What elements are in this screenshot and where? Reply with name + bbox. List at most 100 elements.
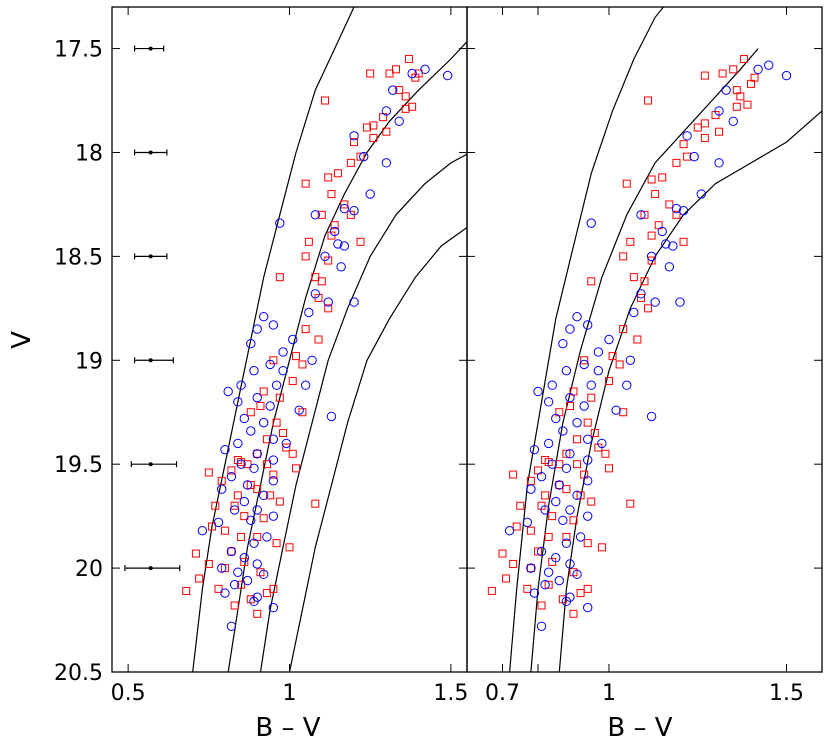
blue-circle-point xyxy=(781,70,792,81)
blue-circle-point xyxy=(226,621,237,631)
red-square-point xyxy=(736,92,745,101)
red-square-point xyxy=(700,71,709,80)
red-square-point xyxy=(230,601,239,610)
red-square-point xyxy=(619,325,628,334)
blue-circle-point xyxy=(551,496,561,507)
blue-circle-point xyxy=(664,262,675,272)
blue-circle-point xyxy=(336,262,346,272)
blue-circle-point xyxy=(407,68,417,79)
blue-circle-point xyxy=(604,334,614,345)
blue-circle-point xyxy=(226,546,237,557)
red-square-point xyxy=(182,586,191,595)
blue-circle-point xyxy=(304,307,314,318)
red-square-point xyxy=(636,293,645,302)
red-square-point xyxy=(356,237,365,246)
left-error-bar-1 xyxy=(133,45,165,52)
blue-circle-point xyxy=(239,496,250,507)
blue-circle-point xyxy=(233,397,243,407)
red-square-point xyxy=(272,418,281,427)
red-square-point xyxy=(366,69,375,78)
red-square-point xyxy=(227,547,236,556)
red-square-point xyxy=(569,609,578,618)
blue-circle-point xyxy=(323,297,333,307)
red-square-point xyxy=(237,580,246,589)
red-square-point xyxy=(256,402,265,410)
red-square-point xyxy=(562,449,571,458)
left-error-bar-4 xyxy=(133,357,174,364)
blue-circle-point xyxy=(529,444,540,455)
blue-circle-point xyxy=(593,365,604,376)
right-isochrone-3 xyxy=(558,110,822,672)
blue-circle-point xyxy=(258,311,269,322)
blue-circle-point xyxy=(504,525,515,536)
red-square-point xyxy=(626,237,635,246)
blue-circle-point xyxy=(636,289,646,299)
left-isochrone-4 xyxy=(288,226,467,672)
left-x-tick-label: 0.5 xyxy=(111,681,146,706)
red-square-point xyxy=(346,158,355,167)
blue-circle-point xyxy=(339,203,350,214)
blue-circle-point xyxy=(242,480,253,490)
blue-circle-point xyxy=(565,324,575,334)
red-square-point xyxy=(414,69,423,78)
red-square-point xyxy=(597,543,606,552)
red-square-point xyxy=(262,460,271,469)
red-square-point xyxy=(651,190,660,199)
blue-circle-point xyxy=(561,463,572,474)
red-square-point xyxy=(330,221,339,230)
blue-circle-point xyxy=(268,602,279,613)
left-error-bar-6 xyxy=(124,565,181,572)
red-square-point xyxy=(266,491,275,500)
blue-circle-point xyxy=(394,116,404,126)
blue-circle-point xyxy=(583,434,593,444)
blue-circle-point xyxy=(242,575,253,586)
blue-circle-point xyxy=(714,158,724,168)
left-axes-frame xyxy=(111,6,468,673)
blue-circle-point xyxy=(307,355,317,365)
blue-circle-point xyxy=(554,575,564,586)
blue-circle-point xyxy=(558,515,568,525)
right-x-tick-label: 1.5 xyxy=(769,681,804,706)
blue-circle-point xyxy=(543,397,554,407)
y-tick-label: 19 xyxy=(75,349,103,374)
red-square-point xyxy=(509,470,518,479)
blue-circle-point xyxy=(249,538,259,548)
blue-circle-point xyxy=(540,580,550,590)
red-square-point xyxy=(340,200,349,209)
red-square-point xyxy=(246,408,255,417)
red-square-point xyxy=(259,514,268,523)
right-series-blue-circles xyxy=(504,60,792,631)
red-square-point xyxy=(640,277,649,286)
blue-circle-point xyxy=(213,517,224,528)
red-square-point xyxy=(246,480,255,489)
red-square-point xyxy=(298,360,307,369)
blue-circle-point xyxy=(233,438,243,449)
left-isochrone-3 xyxy=(259,153,467,672)
error-bar-point xyxy=(148,358,153,363)
blue-circle-point xyxy=(622,380,632,390)
red-square-point xyxy=(350,138,359,147)
blue-circle-point xyxy=(561,365,572,376)
blue-circle-point xyxy=(671,203,682,214)
red-square-point xyxy=(523,584,532,593)
blue-circle-point xyxy=(326,411,337,422)
blue-circle-point xyxy=(420,64,430,75)
blue-circle-point xyxy=(540,505,550,515)
red-square-point xyxy=(262,435,271,444)
blue-circle-point xyxy=(536,546,547,557)
blue-circle-point xyxy=(268,455,279,465)
blue-circle-point xyxy=(526,563,536,573)
red-square-point xyxy=(243,460,252,469)
red-square-point xyxy=(301,179,310,188)
blue-circle-point xyxy=(268,320,279,330)
blue-circle-point xyxy=(197,525,208,536)
red-square-point xyxy=(317,277,326,286)
blue-circle-point xyxy=(547,459,557,469)
red-square-point xyxy=(583,584,592,593)
red-square-point xyxy=(259,387,268,396)
red-square-point xyxy=(544,580,553,589)
red-square-point xyxy=(392,65,400,74)
red-square-point xyxy=(220,564,229,573)
blue-circle-point xyxy=(572,417,582,428)
